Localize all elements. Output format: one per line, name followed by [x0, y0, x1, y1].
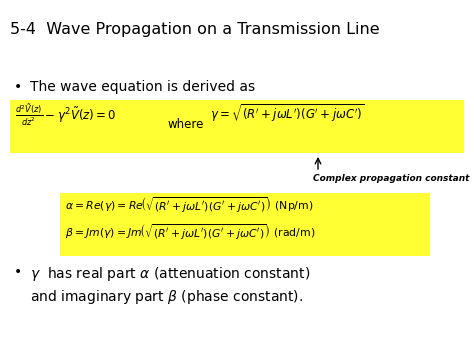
Text: 5-4  Wave Propagation on a Transmission Line: 5-4 Wave Propagation on a Transmission L… — [10, 22, 380, 37]
Text: $\gamma = \sqrt{(R' + j\omega L')(G' + j\omega C')}$: $\gamma = \sqrt{(R' + j\omega L')(G' + j… — [210, 102, 365, 124]
Bar — [60, 193, 430, 256]
Text: and imaginary part $\beta$ (phase constant).: and imaginary part $\beta$ (phase consta… — [30, 288, 303, 306]
Text: •: • — [14, 265, 22, 279]
Text: •: • — [14, 80, 22, 94]
Text: $\beta = Jm(\gamma) = Jm\!\left(\sqrt{(R'+j\omega L')(G'+j\omega C')}\right)$ (r: $\beta = Jm(\gamma) = Jm\!\left(\sqrt{(R… — [65, 222, 315, 241]
Text: $\frac{d^2\tilde{V}(z)}{dz^2} - \gamma^2\tilde{V}(z) = 0$: $\frac{d^2\tilde{V}(z)}{dz^2} - \gamma^2… — [15, 102, 117, 127]
Text: $\alpha = Re(\gamma) = Re\!\left(\sqrt{(R'+j\omega L')(G'+j\omega C')}\right)$ (: $\alpha = Re(\gamma) = Re\!\left(\sqrt{(… — [65, 195, 313, 214]
Text: Complex propagation constant: Complex propagation constant — [313, 174, 469, 183]
Bar — [10, 100, 464, 153]
Text: $\gamma$  has real part $\alpha$ (attenuation constant): $\gamma$ has real part $\alpha$ (attenua… — [30, 265, 310, 283]
Text: The wave equation is derived as: The wave equation is derived as — [30, 80, 255, 94]
Text: where: where — [168, 118, 204, 131]
